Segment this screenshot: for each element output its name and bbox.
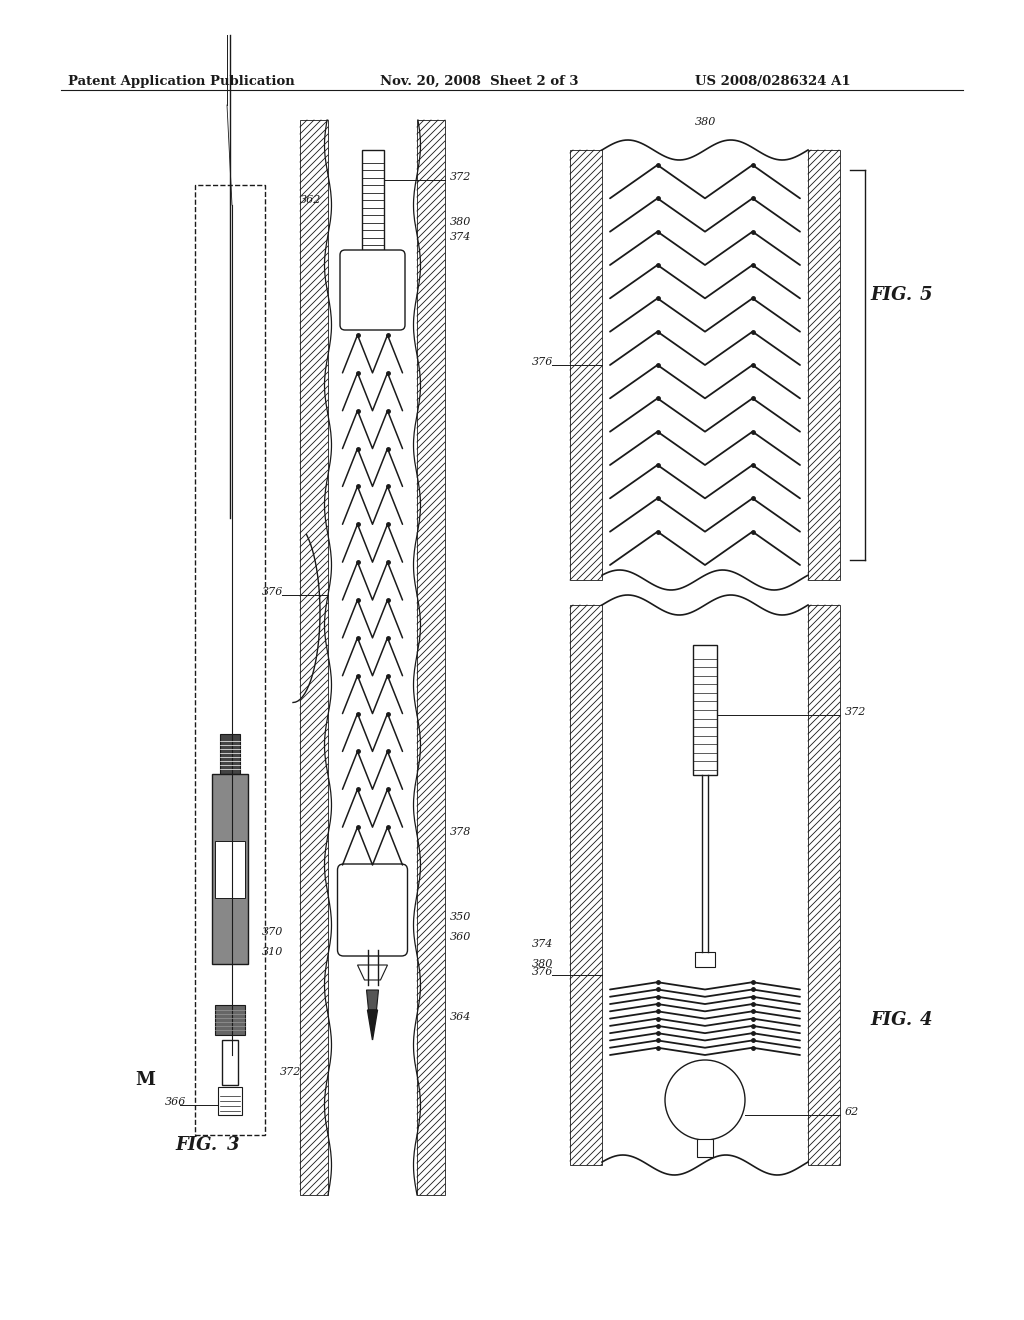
Bar xyxy=(195,185,265,1135)
Bar xyxy=(808,605,840,1166)
Bar xyxy=(361,150,384,249)
Text: 364: 364 xyxy=(450,1012,471,1022)
FancyBboxPatch shape xyxy=(340,249,406,330)
Text: 372: 372 xyxy=(450,172,471,182)
Polygon shape xyxy=(367,990,379,1010)
Bar xyxy=(808,150,840,579)
Text: FIG.: FIG. xyxy=(870,1011,912,1030)
Text: 376: 376 xyxy=(532,968,553,977)
Text: 360: 360 xyxy=(450,932,471,942)
Text: 374: 374 xyxy=(450,232,471,242)
Text: 62: 62 xyxy=(845,1107,859,1117)
Bar xyxy=(570,605,602,1166)
Bar xyxy=(215,841,245,898)
Bar xyxy=(220,734,240,774)
FancyBboxPatch shape xyxy=(338,865,408,956)
Text: 380: 380 xyxy=(532,960,553,969)
Bar xyxy=(218,1086,242,1115)
Bar xyxy=(570,150,602,579)
Bar xyxy=(697,1139,713,1158)
Text: 362: 362 xyxy=(300,195,322,205)
Text: 3: 3 xyxy=(227,1137,240,1154)
Text: 366: 366 xyxy=(165,1097,186,1107)
Text: M: M xyxy=(135,1071,155,1089)
Text: 370: 370 xyxy=(262,927,284,937)
Text: 376: 376 xyxy=(532,356,553,367)
Text: 350: 350 xyxy=(450,912,471,921)
Bar xyxy=(222,1040,238,1085)
Text: 372: 372 xyxy=(845,708,866,717)
Text: Patent Application Publication: Patent Application Publication xyxy=(68,75,295,88)
Text: 372: 372 xyxy=(280,1067,301,1077)
Text: 380: 380 xyxy=(695,117,717,127)
Polygon shape xyxy=(357,965,387,979)
Text: Nov. 20, 2008  Sheet 2 of 3: Nov. 20, 2008 Sheet 2 of 3 xyxy=(380,75,579,88)
Text: 378: 378 xyxy=(450,828,471,837)
Bar xyxy=(215,1005,245,1035)
Text: 380: 380 xyxy=(450,216,471,227)
Bar xyxy=(212,774,248,964)
Text: 376: 376 xyxy=(262,587,284,597)
Text: 5: 5 xyxy=(920,286,933,305)
Text: FIG.: FIG. xyxy=(870,286,912,305)
Text: 4: 4 xyxy=(920,1011,933,1030)
Text: 310: 310 xyxy=(262,946,284,957)
Text: US 2008/0286324 A1: US 2008/0286324 A1 xyxy=(695,75,851,88)
Bar xyxy=(693,645,717,775)
Polygon shape xyxy=(368,1010,378,1040)
Text: FIG.: FIG. xyxy=(175,1137,217,1154)
Bar xyxy=(417,120,445,1195)
Bar xyxy=(695,952,715,968)
Ellipse shape xyxy=(665,1060,745,1140)
Bar xyxy=(300,120,328,1195)
Text: 374: 374 xyxy=(532,940,553,949)
